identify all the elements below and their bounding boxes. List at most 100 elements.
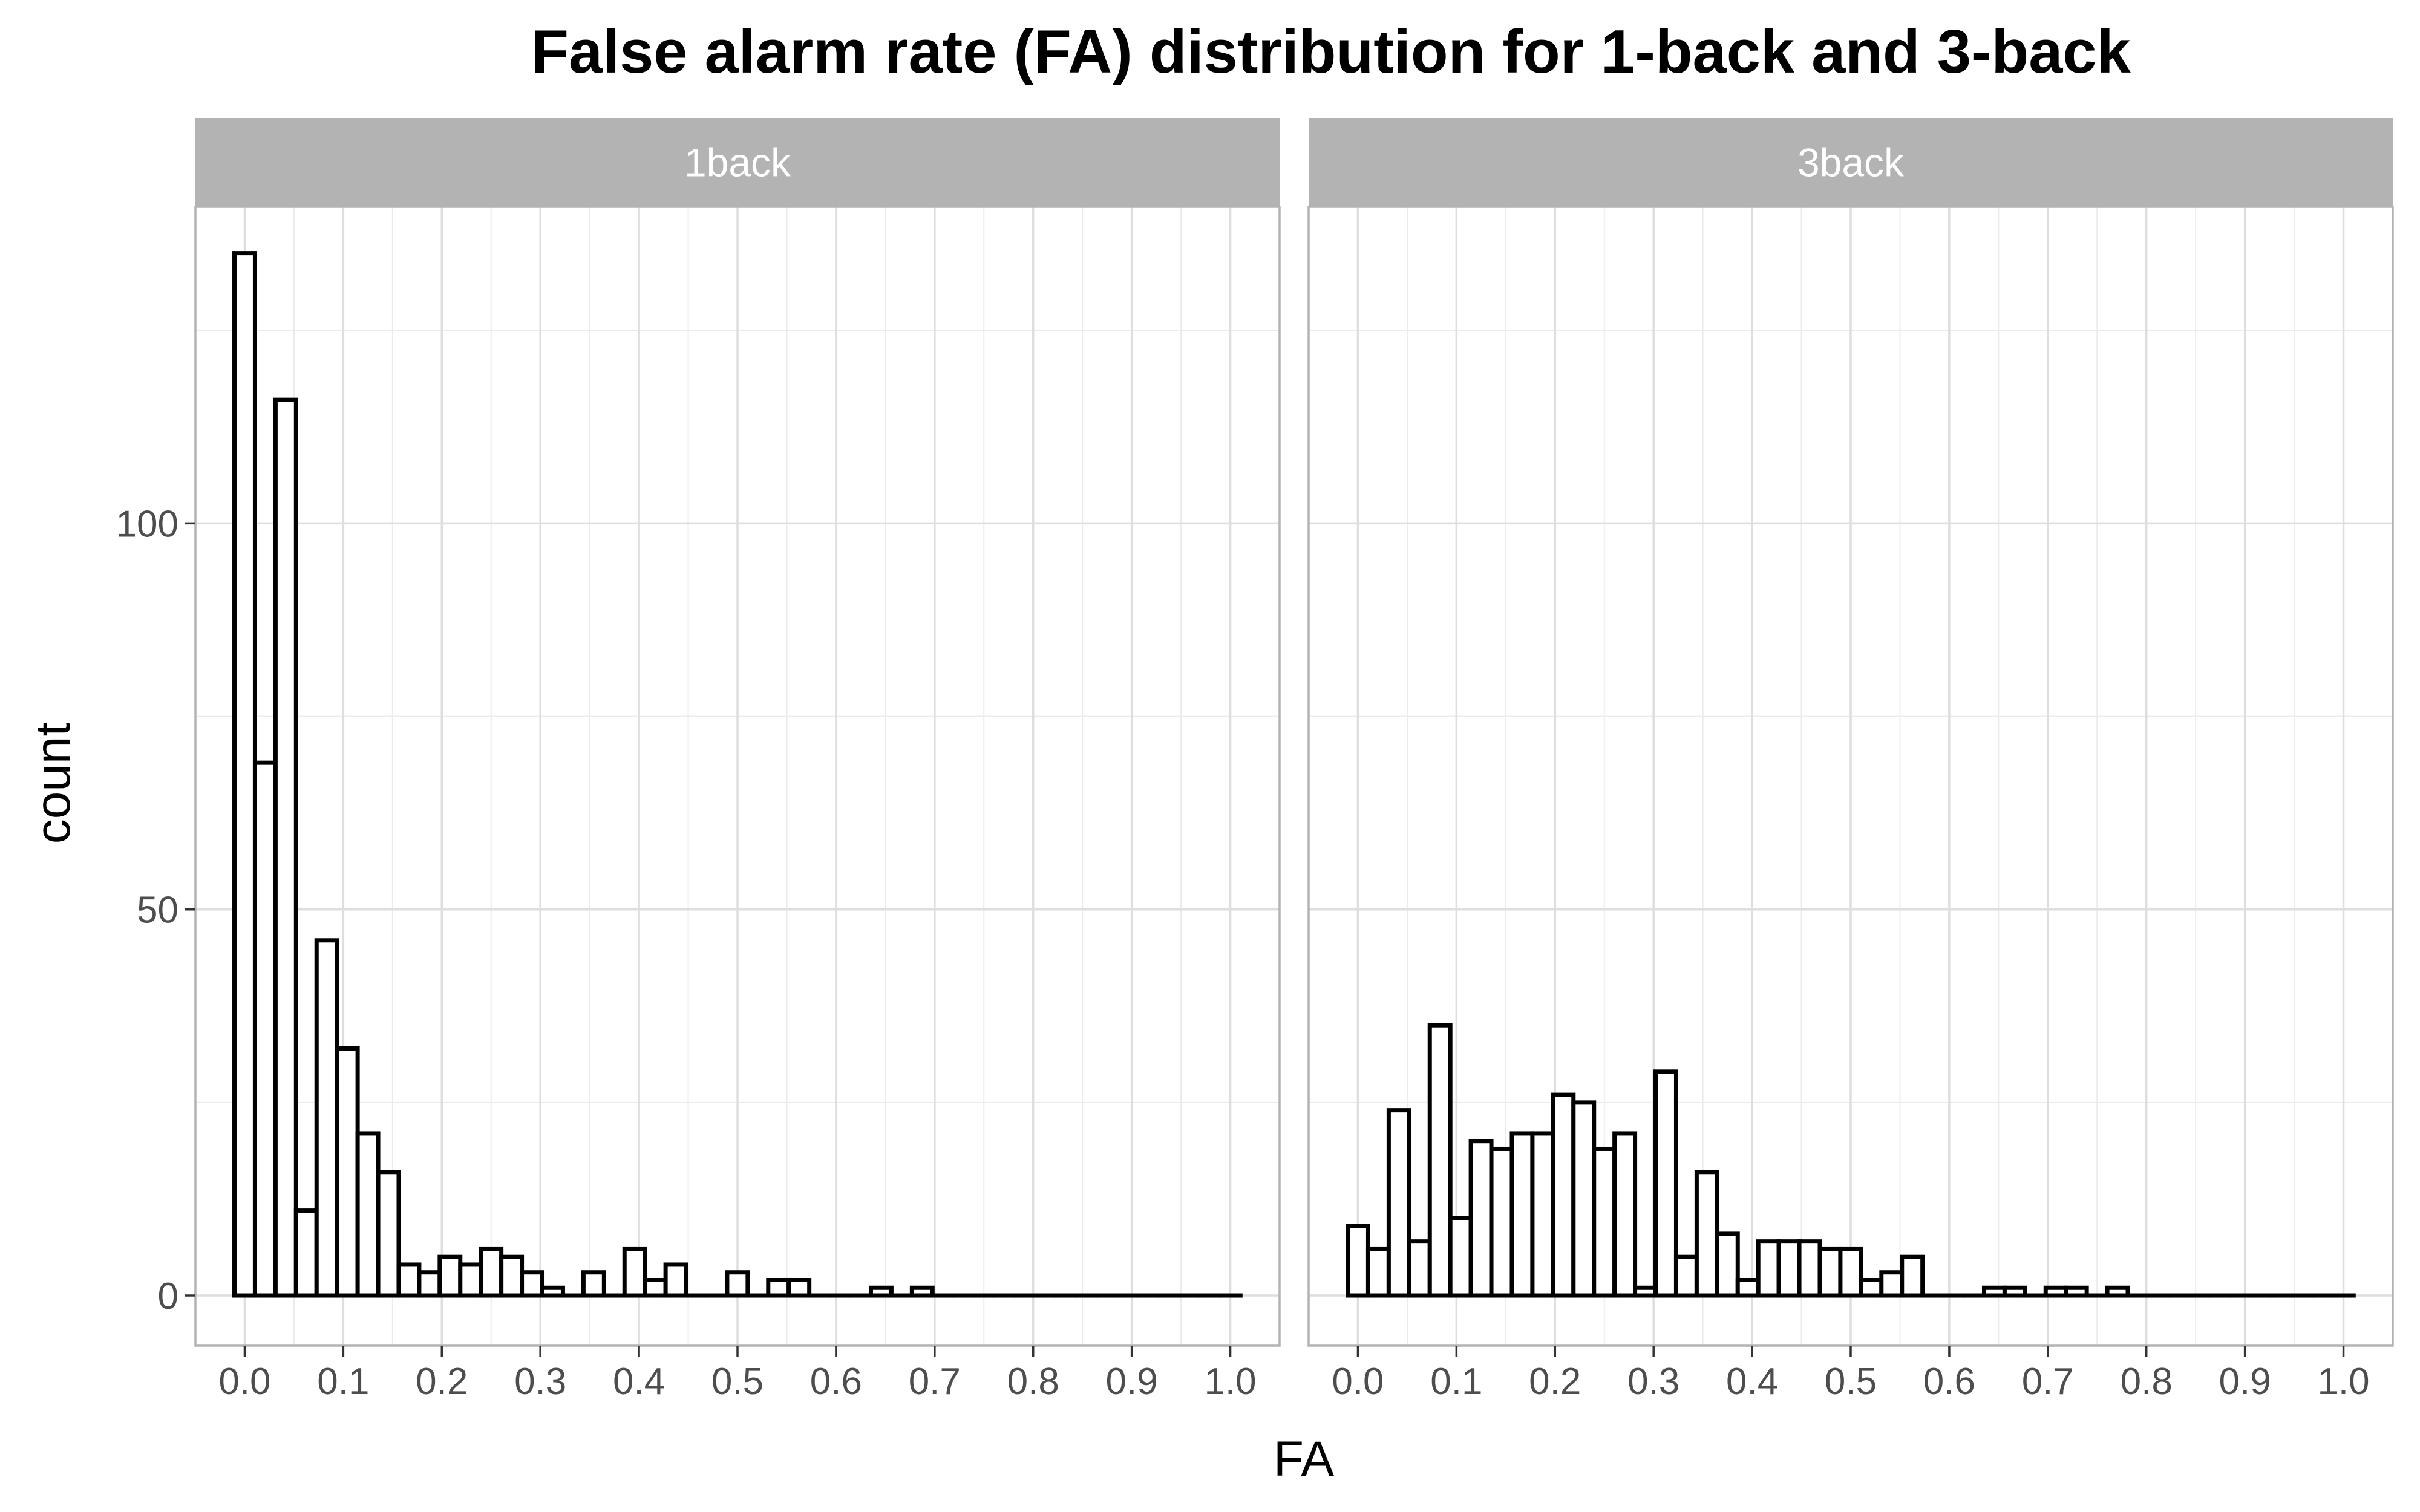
x-axis-ticks: 0.0 0.1 0.2 0.3 0.4 0.5 0.6 0.7 0.8 0.9 1.0: [1332, 1346, 2370, 1403]
histogram-bar: [1551, 1092, 1576, 1298]
histogram-bar: [1756, 1239, 1781, 1298]
histogram-bar: [786, 1277, 812, 1298]
histogram-bar: [1427, 1023, 1453, 1298]
grid-lines: [195, 207, 1280, 1346]
histogram-bar: [417, 1270, 442, 1298]
histogram-bar: [1509, 1131, 1535, 1298]
histogram-bar: [1859, 1277, 1884, 1298]
x-tick-label: 0.6: [1923, 1361, 1975, 1403]
histogram-bar: [1715, 1231, 1740, 1298]
histogram-bar: [1346, 1224, 1370, 1298]
histogram-bar: [1489, 1146, 1514, 1298]
x-tick-label: 0.6: [810, 1361, 862, 1403]
histogram-bar: [479, 1246, 504, 1298]
histogram-bar: [1797, 1239, 1822, 1298]
histogram-bar: [1365, 1246, 1391, 1298]
x-tick-label: 0.2: [1529, 1361, 1581, 1403]
histogram-bar: [1879, 1270, 1905, 1298]
histogram-bar: [868, 1285, 894, 1298]
histogram-bar: [314, 938, 339, 1298]
x-tick-label: 0.7: [909, 1361, 961, 1403]
histogram-bar: [725, 1270, 750, 1298]
facet-panels: 1back 0.0 0.1 0.2 0.3 0.4 0.5 0.6 0.7 0.8 0.9 1.0 0 5…: [116, 118, 2394, 1403]
histogram-bar: [1735, 1277, 1761, 1298]
histogram-bar: [1407, 1239, 1432, 1298]
histogram-bar: [1530, 1131, 1555, 1298]
histogram-bar: [643, 1277, 668, 1298]
x-tick-label: 0.1: [1430, 1361, 1482, 1403]
histogram-bar: [1633, 1285, 1658, 1298]
x-tick-label: 0.7: [2022, 1361, 2074, 1403]
y-axis-title: count: [25, 722, 80, 844]
histogram-bar: [458, 1262, 483, 1298]
x-tick-label: 0.0: [1332, 1361, 1384, 1403]
histogram-bar: [1776, 1239, 1802, 1298]
histogram-bar: [1386, 1108, 1411, 1298]
x-tick-label: 0.0: [218, 1361, 270, 1403]
x-tick-label: 0.9: [1106, 1361, 1158, 1403]
histogram-bar: [1653, 1069, 1678, 1298]
x-axis-ticks: 0.0 0.1 0.2 0.3 0.4 0.5 0.6 0.7 0.8 0.9 1.0: [218, 1346, 1257, 1403]
x-tick-label: 0.8: [1007, 1361, 1059, 1403]
histogram-bar: [499, 1254, 525, 1298]
histogram-bar: [766, 1277, 791, 1298]
histogram-bar: [437, 1254, 463, 1298]
x-tick-label: 0.4: [1726, 1361, 1778, 1403]
histogram-bar: [1817, 1246, 1843, 1298]
histogram-bar: [622, 1246, 647, 1298]
facet-strip-label: 1back: [684, 140, 791, 185]
x-tick-label: 0.5: [711, 1361, 764, 1403]
x-tick-label: 0.3: [514, 1361, 566, 1403]
histogram-bar: [2002, 1285, 2027, 1298]
facet-strip: [1309, 118, 2393, 207]
histogram-bar: [1838, 1246, 1863, 1298]
histogram-bar: [1694, 1170, 1719, 1298]
x-axis-title: FA: [1274, 1432, 1335, 1487]
y-tick-label: 50: [137, 890, 178, 931]
histogram-bar: [540, 1285, 565, 1298]
histogram-bar: [396, 1262, 422, 1298]
histogram-bars: [1346, 1023, 2356, 1298]
chart-title: False alarm rate (FA) distribution for 1…: [531, 18, 2131, 86]
y-tick-label: 0: [158, 1276, 178, 1317]
x-tick-label: 1.0: [2317, 1361, 2369, 1403]
histogram-bar: [581, 1270, 606, 1298]
x-tick-label: 0.9: [2219, 1361, 2271, 1403]
histogram-bar: [1612, 1131, 1638, 1298]
histogram-bars: [232, 251, 1243, 1298]
x-tick-label: 0.5: [1825, 1361, 1877, 1403]
x-tick-label: 0.8: [2121, 1361, 2173, 1403]
histogram-bar: [252, 760, 278, 1298]
x-tick-label: 1.0: [1204, 1361, 1256, 1403]
histogram-bar: [273, 397, 298, 1298]
histogram-bar: [1468, 1139, 1494, 1298]
x-tick-label: 0.3: [1627, 1361, 1679, 1403]
histogram-bar: [1571, 1100, 1597, 1298]
histogram-bar: [355, 1131, 381, 1298]
histogram-bar: [2105, 1285, 2130, 1298]
histogram-bar: [232, 251, 257, 1298]
histogram-bar: [1448, 1216, 1473, 1298]
x-tick-label: 0.4: [613, 1361, 665, 1403]
histogram-bar: [1900, 1254, 1925, 1298]
histogram-bar: [1592, 1146, 1617, 1298]
panel-3back: 3back 0.0 0.1 0.2 0.3 0.4 0.5 0.6 0.7 0.8 0.9 1.0: [1307, 118, 2394, 1403]
histogram-bar: [1981, 1285, 2007, 1298]
histogram-bar: [1673, 1254, 1699, 1298]
y-tick-label: 100: [116, 503, 178, 545]
y-axis-ticks: 0 50 100: [116, 503, 195, 1317]
histogram-bar: [293, 1208, 319, 1298]
facet-strip: [195, 118, 1280, 207]
x-tick-label: 0.1: [317, 1361, 369, 1403]
histogram-bar: [520, 1270, 545, 1298]
panel-1back: 1back 0.0 0.1 0.2 0.3 0.4 0.5 0.6 0.7 0.8 0.9 1.0 0 5…: [116, 118, 1281, 1403]
histogram-bar: [2064, 1285, 2089, 1298]
histogram-bar: [2043, 1285, 2068, 1298]
histogram-bar: [335, 1046, 360, 1298]
histogram-bar: [909, 1285, 935, 1298]
x-tick-label: 0.2: [416, 1361, 468, 1403]
histogram-bar: [376, 1170, 401, 1298]
histogram-bar: [663, 1262, 688, 1298]
facet-strip-label: 3back: [1797, 140, 1905, 185]
